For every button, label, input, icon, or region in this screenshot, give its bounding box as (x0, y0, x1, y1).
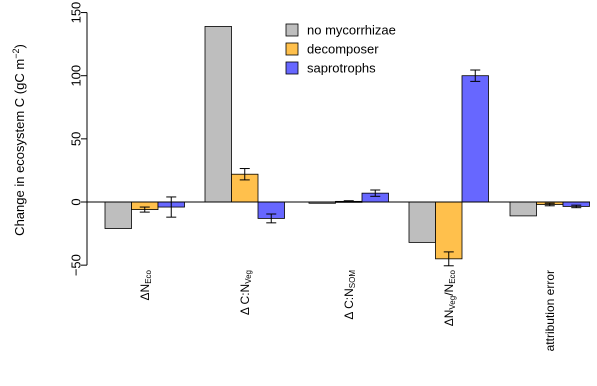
legend-label: decomposer (307, 42, 379, 57)
legend-item: no mycorrhizae (285, 23, 396, 38)
legend-label: no mycorrhizae (307, 23, 396, 38)
bar (104, 201, 132, 229)
error-bar (266, 213, 277, 224)
error-bar (571, 204, 582, 209)
legend-swatch (285, 23, 299, 37)
error-bar (239, 168, 250, 181)
bar (435, 201, 463, 260)
y-tick-label: 150 (69, 2, 84, 24)
y-tick-label: 0 (69, 198, 84, 205)
y-tick-label: 50 (69, 132, 84, 146)
legend-label: saprotrophs (307, 61, 376, 76)
x-axis-labels: ΔNEco Δ C:NVeg Δ C:NSOM ΔNVeg/NEco attributi… (138, 269, 557, 351)
x-category-label: Δ C:NVeg (238, 270, 253, 315)
legend-swatch (285, 42, 299, 56)
bars (104, 26, 590, 260)
legend: no mycorrhizae decomposer saprotrophs (285, 23, 396, 76)
y-axis-label: Change in ecosystem C (gC m−2) (11, 44, 27, 236)
x-category-label: attribution error (543, 270, 557, 351)
y-tick-label: 100 (69, 65, 84, 87)
bar (408, 201, 436, 243)
error-bar (370, 189, 381, 197)
error-bar (443, 251, 454, 267)
legend-swatch (285, 61, 299, 75)
bar (461, 75, 489, 203)
y-tick-label: −50 (69, 254, 84, 276)
legend-item: saprotrophs (285, 61, 376, 76)
error-bar (470, 69, 481, 82)
error-bar (139, 206, 150, 213)
x-category-label: ΔNEco (138, 269, 153, 300)
x-category-label: Δ C:NSOM (342, 270, 357, 320)
bar (509, 201, 537, 217)
x-category-label: ΔNVeg/NEco (442, 269, 457, 326)
error-bar (544, 202, 555, 207)
y-axis: −50 0 50 100 150 (69, 2, 88, 276)
legend-item: decomposer (285, 42, 379, 57)
error-bar (166, 196, 177, 218)
bar (204, 26, 232, 203)
error-bars (139, 69, 582, 267)
